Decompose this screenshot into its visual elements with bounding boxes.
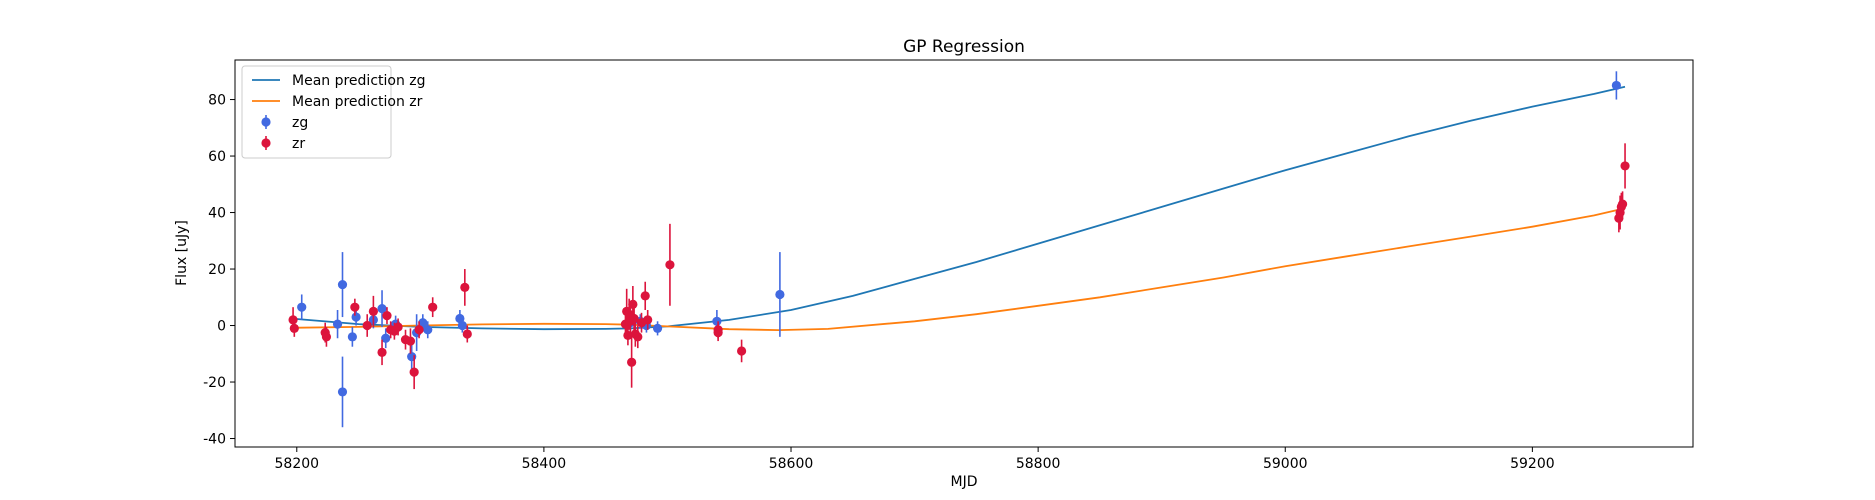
y-tick-label: 20 [208,262,226,278]
data-point [405,336,416,346]
data-point [289,323,299,333]
x-tick-label: 58200 [275,456,320,472]
data-point [337,279,348,290]
data-point [418,318,428,328]
data-point [393,322,403,332]
data-point [643,315,653,325]
data-point [414,325,424,335]
data-point [712,316,722,326]
y-tick-label: 40 [208,206,226,222]
data-point [713,327,723,338]
series-layer [288,71,1630,428]
data-point [460,282,470,292]
data-point [409,367,419,377]
data-point [775,289,785,300]
y-axis: -40 -20 0 20 40 60 80 [203,93,235,448]
y-tick-label: -20 [203,375,226,391]
data-point [633,332,643,342]
data-point [462,329,472,339]
legend-label: Mean prediction zg [292,73,426,89]
data-point [332,319,343,329]
y-tick-label: 60 [208,149,226,165]
data-point [1617,199,1628,209]
x-axis-label: MJD [951,474,978,490]
data-point [381,333,391,343]
legend-label: Mean prediction zr [292,94,423,110]
x-axis: 58200 58400 58600 58800 59000 59200 [275,447,1555,472]
legend: Mean prediction zg Mean prediction zr zg zr [241,65,426,159]
data-point [627,357,637,367]
x-tick-label: 58400 [522,456,567,472]
data-point [377,347,387,357]
data-point [628,299,638,309]
y-tick-label: 80 [208,93,226,109]
data-point [665,260,675,270]
data-point [351,312,361,322]
data-point [377,303,387,314]
legend-marker [261,138,271,148]
data-point [1611,80,1621,91]
data-point [337,387,348,397]
x-tick-label: 58600 [769,456,814,472]
data-point [350,302,360,312]
x-tick-label: 59200 [1510,456,1555,472]
series-line-mean-prediction-zg [290,85,1626,331]
legend-marker [261,117,271,127]
plot-area [234,59,1694,448]
data-point [736,346,747,356]
chart-title: GP Regression [903,37,1025,57]
data-point [362,320,372,331]
series-line-mean-prediction-zr [290,207,1626,332]
data-point [1620,161,1630,171]
data-point [368,306,378,317]
x-tick-label: 59000 [1263,456,1308,472]
legend-box [241,65,392,159]
data-point [297,302,307,312]
x-tick-label: 58800 [1016,456,1061,472]
data-point [457,320,467,331]
y-axis-label: Flux [uJy] [174,220,190,286]
y-tick-label: 0 [217,319,226,335]
data-point [288,315,298,325]
legend-label: zr [292,136,305,152]
data-point [640,291,650,301]
data-point [382,311,392,321]
y-tick-label: -40 [203,432,226,448]
data-point [629,313,639,324]
series-points-zr [288,143,1630,390]
data-point [423,325,433,335]
legend-label: zg [292,115,308,131]
data-point [321,332,332,342]
data-point [652,323,663,333]
data-point [428,302,438,312]
data-point [347,332,357,342]
